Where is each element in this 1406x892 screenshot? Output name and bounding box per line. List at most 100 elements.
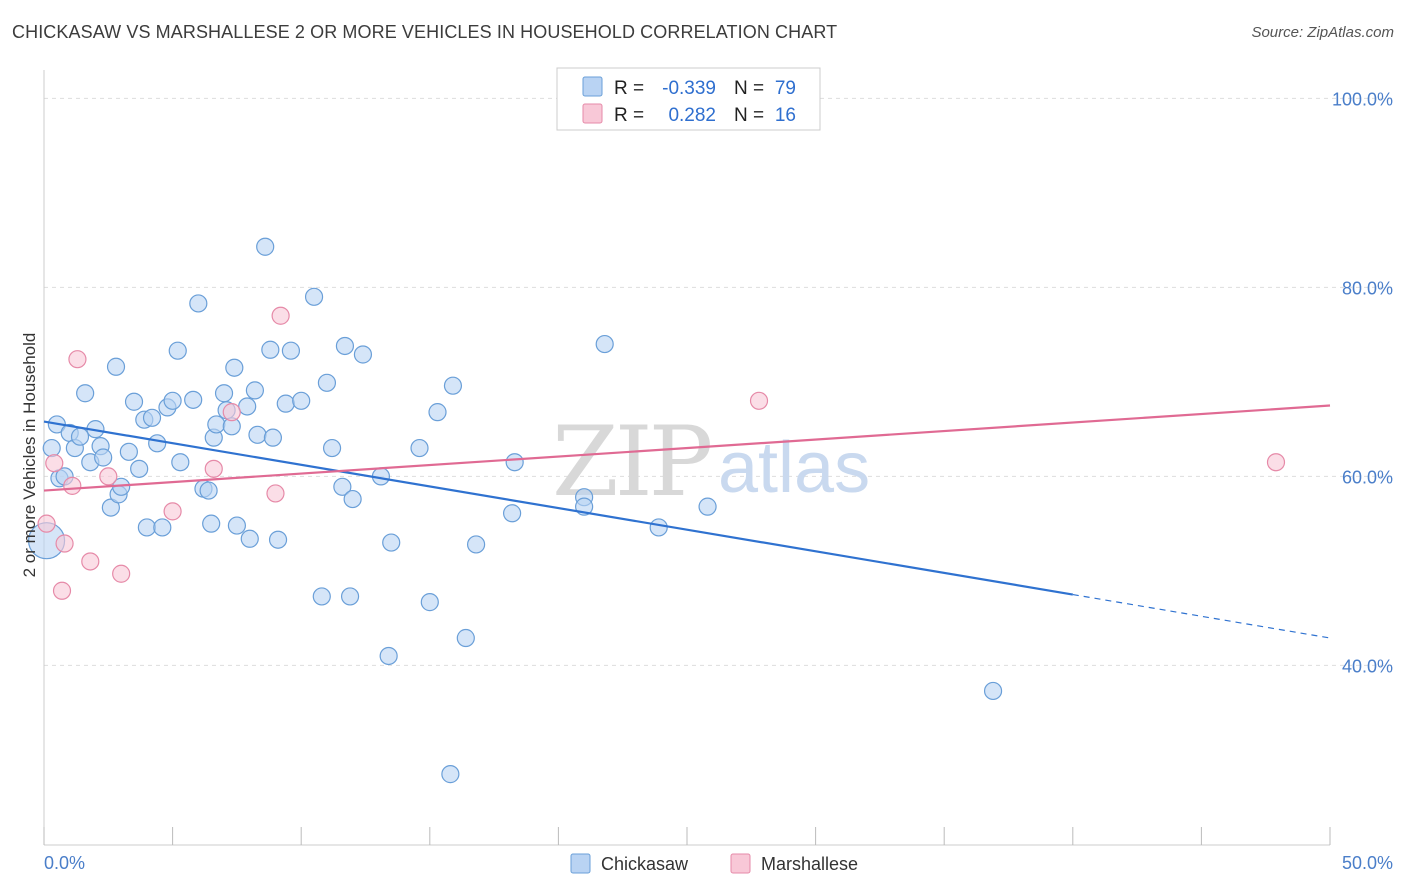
chickasaw-point bbox=[428, 403, 447, 422]
chickasaw-point bbox=[142, 408, 162, 427]
chickasaw-point bbox=[70, 427, 90, 446]
chickasaw-point bbox=[292, 391, 311, 410]
chickasaw-point bbox=[983, 681, 1003, 701]
x-tick-label-min: 0.0% bbox=[44, 853, 85, 873]
chickasaw-n-label: N = bbox=[734, 78, 764, 99]
trend-lines bbox=[43, 404, 1331, 639]
marshallese-point bbox=[37, 514, 56, 533]
chickasaw-point bbox=[340, 587, 360, 606]
marshallese-point bbox=[68, 350, 87, 369]
x-tick-label-max: 50.0% bbox=[1342, 853, 1393, 873]
chickasaw-point bbox=[189, 294, 208, 313]
chickasaw-n-value: 79 bbox=[775, 78, 796, 99]
y-tick-label-3: 40.0% bbox=[1342, 656, 1393, 676]
chickasaw-point bbox=[214, 384, 234, 403]
chickasaw-point bbox=[441, 765, 460, 784]
chickasaw-point bbox=[42, 438, 61, 458]
chickasaw-point bbox=[94, 448, 113, 467]
chickasaw-point bbox=[335, 336, 355, 356]
chickasaw-point bbox=[106, 357, 126, 376]
chart-source: Source: ZipAtlas.com bbox=[1251, 24, 1394, 41]
chickasaw-point bbox=[317, 373, 337, 392]
marshallese-point bbox=[63, 476, 82, 495]
marshallese-point bbox=[55, 534, 74, 553]
chickasaw-point bbox=[184, 390, 203, 409]
chickasaw-point bbox=[227, 516, 246, 535]
chickasaw-point bbox=[322, 438, 342, 458]
chart-title: CHICKASAW VS MARSHALLESE 2 OR MORE VEHIC… bbox=[12, 22, 838, 42]
marshallese-point bbox=[222, 403, 241, 422]
y-tick-labels: 100.0% 80.0% 60.0% 40.0% bbox=[1332, 89, 1393, 676]
chickasaw-point bbox=[124, 392, 144, 411]
chickasaw-point bbox=[248, 425, 267, 444]
chickasaw-point bbox=[163, 391, 182, 410]
chickasaw-point bbox=[649, 518, 668, 537]
chickasaw-point bbox=[137, 518, 156, 537]
chickasaw-points bbox=[27, 237, 1003, 784]
marshallese-series-label: Marshallese bbox=[761, 854, 858, 874]
marshallese-r-value: 0.282 bbox=[668, 105, 716, 126]
marshallese-r-label: R = bbox=[614, 105, 644, 126]
marshallese-point bbox=[749, 391, 769, 410]
chickasaw-point bbox=[202, 514, 221, 533]
chickasaw-point bbox=[263, 428, 283, 447]
marshallese-point bbox=[1266, 453, 1286, 472]
chickasaw-point bbox=[353, 345, 373, 364]
chickasaw-trend-line bbox=[43, 420, 1073, 596]
marshallese-n-label: N = bbox=[734, 105, 764, 126]
chickasaw-point bbox=[207, 415, 226, 434]
chickasaw-point bbox=[148, 434, 167, 453]
chickasaw-point bbox=[410, 438, 429, 458]
chickasaw-point bbox=[225, 358, 244, 377]
chickasaw-point bbox=[245, 381, 265, 400]
chickasaw-point bbox=[168, 341, 187, 360]
chickasaw-point bbox=[333, 477, 352, 496]
marshallese-point bbox=[45, 454, 64, 473]
chickasaw-point bbox=[503, 504, 522, 523]
marshallese-legend-swatch bbox=[582, 103, 603, 124]
chickasaw-trend-extension bbox=[1072, 593, 1331, 639]
chickasaw-point bbox=[379, 646, 398, 666]
chickasaw-point bbox=[76, 384, 95, 403]
chickasaw-point bbox=[382, 533, 401, 552]
marshallese-point bbox=[204, 459, 223, 478]
marshallese-n-value: 16 bbox=[775, 105, 796, 126]
chickasaw-point bbox=[281, 341, 301, 360]
chickasaw-point bbox=[466, 535, 486, 554]
marshallese-point bbox=[81, 552, 100, 571]
chickasaw-point bbox=[304, 287, 324, 306]
y-tick-label-1: 80.0% bbox=[1342, 278, 1393, 298]
chickasaw-series-swatch bbox=[570, 853, 591, 874]
chickasaw-point bbox=[698, 497, 717, 516]
chickasaw-point bbox=[199, 481, 218, 500]
marshallese-point bbox=[271, 306, 290, 325]
chickasaw-point bbox=[119, 442, 138, 461]
stats-legend: R = -0.339 N = 79 R = 0.282 N = 16 bbox=[556, 67, 821, 131]
axes bbox=[43, 70, 1331, 846]
y-tick-label-2: 60.0% bbox=[1342, 467, 1393, 487]
y-axis-label: 2 or more Vehicles in Household bbox=[20, 333, 39, 578]
chickasaw-point bbox=[256, 237, 275, 256]
watermark-zip: ZIP bbox=[552, 406, 711, 518]
chickasaw-point bbox=[130, 459, 149, 478]
marshallese-point bbox=[99, 467, 118, 486]
chickasaw-point bbox=[505, 453, 524, 472]
grid-lines bbox=[44, 97, 1393, 666]
marshallese-series-swatch bbox=[730, 853, 751, 874]
marshallese-trend-line bbox=[43, 404, 1331, 492]
chickasaw-series-label: Chickasaw bbox=[601, 854, 689, 874]
marshallese-point bbox=[112, 564, 131, 583]
chickasaw-point bbox=[456, 628, 475, 648]
chickasaw-point bbox=[240, 529, 259, 548]
marshallese-point bbox=[52, 581, 72, 600]
chickasaw-r-label: R = bbox=[614, 78, 644, 99]
marshallese-points bbox=[37, 306, 1286, 600]
marshallese-point bbox=[163, 502, 182, 521]
chickasaw-point bbox=[261, 340, 280, 359]
chickasaw-point bbox=[443, 376, 463, 395]
y-tick-label-0: 100.0% bbox=[1332, 89, 1393, 109]
chickasaw-r-value: -0.339 bbox=[662, 78, 716, 99]
marshallese-point bbox=[266, 484, 285, 503]
chickasaw-point bbox=[238, 397, 257, 416]
